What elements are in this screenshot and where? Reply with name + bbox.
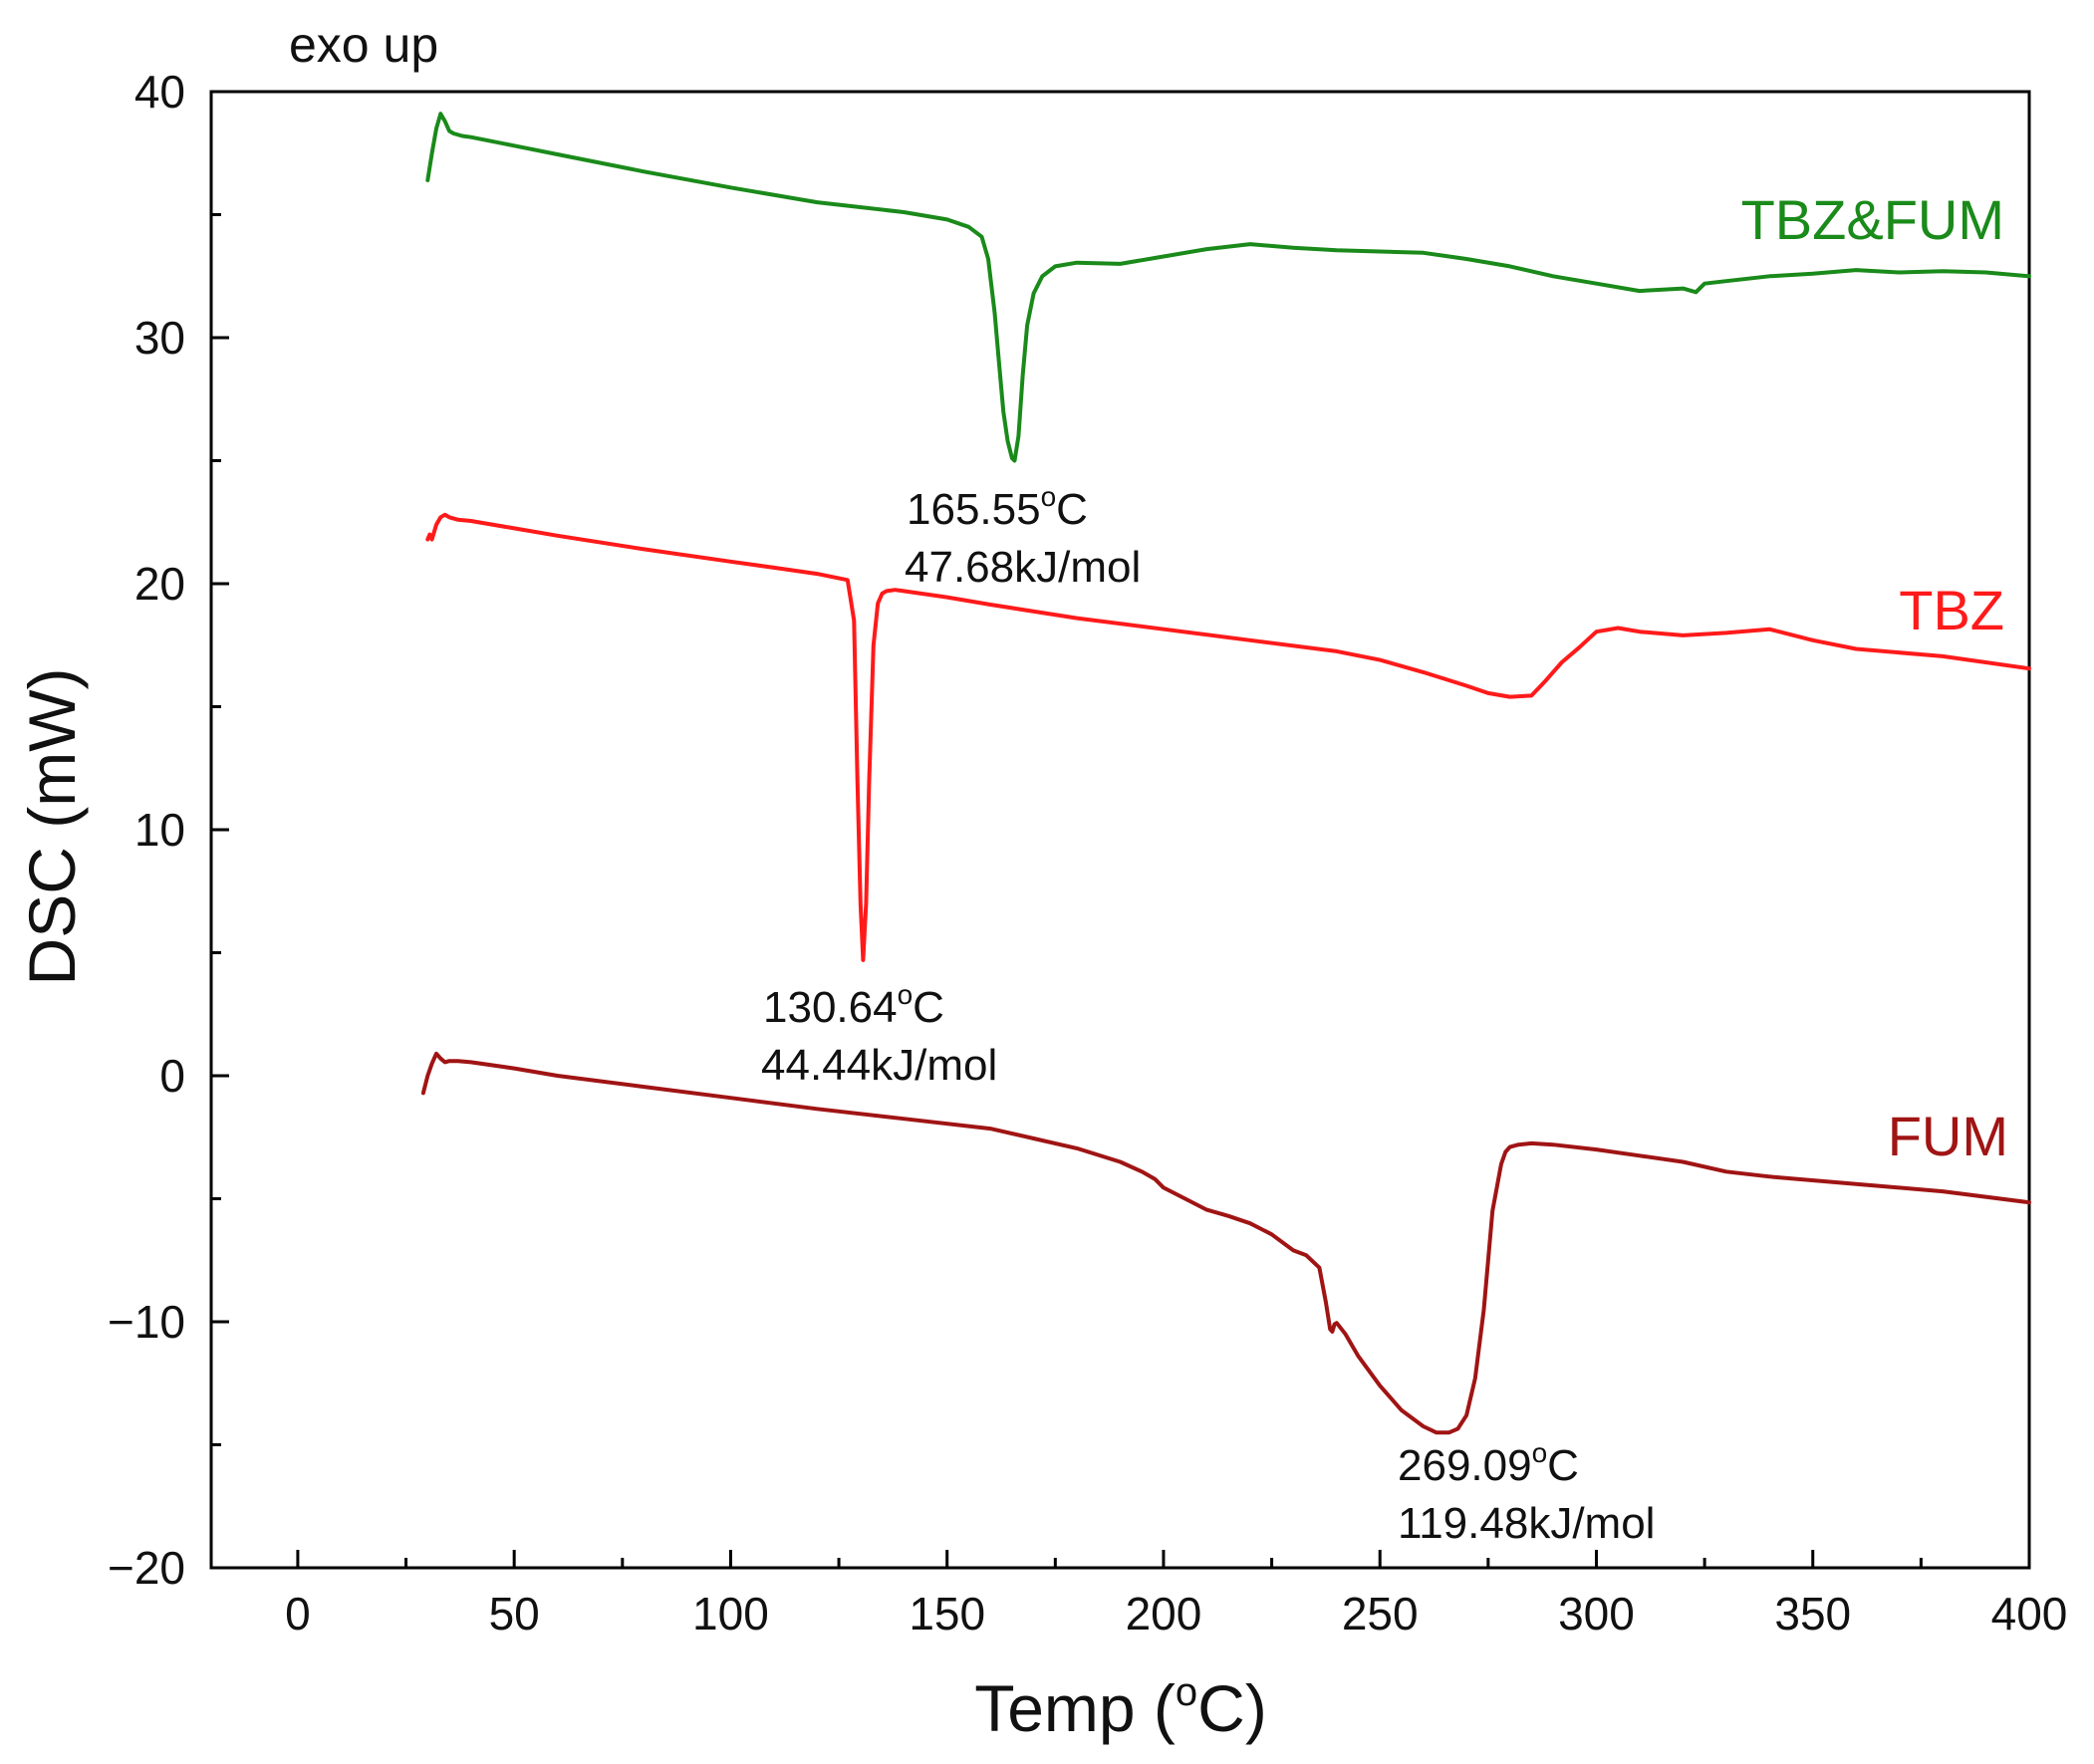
annotation-2-temp: 130.64oC	[763, 979, 944, 1032]
y-tick-label: −10	[108, 1296, 185, 1348]
annotation-1-temp: 165.55oC	[907, 481, 1088, 534]
y-tick-label: 0	[159, 1050, 185, 1102]
x-tick-label: 250	[1342, 1588, 1419, 1639]
annotation-3-temp: 269.09oC	[1398, 1437, 1579, 1490]
annotation-2-energy: 44.44kJ/mol	[761, 1041, 997, 1090]
x-tick-label: 300	[1558, 1588, 1635, 1639]
series-label-tbz-fum: TBZ&FUM	[1741, 188, 2004, 251]
annotation-1-energy: 47.68kJ/mol	[905, 543, 1141, 592]
y-tick-label: 40	[134, 66, 185, 118]
x-tick-label: 50	[489, 1588, 540, 1639]
plot-frame	[209, 90, 2031, 1570]
y-tick-label: −20	[108, 1542, 185, 1594]
series-label-fum: FUM	[1888, 1105, 2008, 1167]
x-tick-label: 150	[909, 1588, 985, 1639]
y-tick-label: 20	[134, 558, 185, 610]
exo-up-note: exo up	[289, 17, 438, 73]
series-line-tbz-fum	[425, 112, 2031, 463]
x-axis: 0 50 100 150 200 250 300 350 400	[285, 1550, 2067, 1639]
x-tick-label: 400	[1991, 1588, 2068, 1639]
x-tick-label: 100	[692, 1588, 769, 1639]
y-tick-label: 10	[134, 804, 185, 856]
x-tick-label: 200	[1126, 1588, 1202, 1639]
series-line-fum	[420, 1051, 2031, 1435]
annotation-3-energy: 119.48kJ/mol	[1398, 1499, 1655, 1548]
series-line-tbz	[425, 512, 2031, 962]
x-tick-label: 0	[285, 1588, 311, 1639]
series-label-tbz: TBZ	[1899, 579, 2004, 641]
x-axis-title: Temp (oC)	[974, 1670, 1267, 1745]
series-lines	[420, 112, 2031, 1435]
y-axis-title: DSC (mW)	[15, 668, 89, 986]
y-axis: −20 −10 0 10 20 30 40	[108, 66, 229, 1594]
y-tick-label: 30	[134, 312, 185, 364]
x-tick-label: 350	[1774, 1588, 1851, 1639]
